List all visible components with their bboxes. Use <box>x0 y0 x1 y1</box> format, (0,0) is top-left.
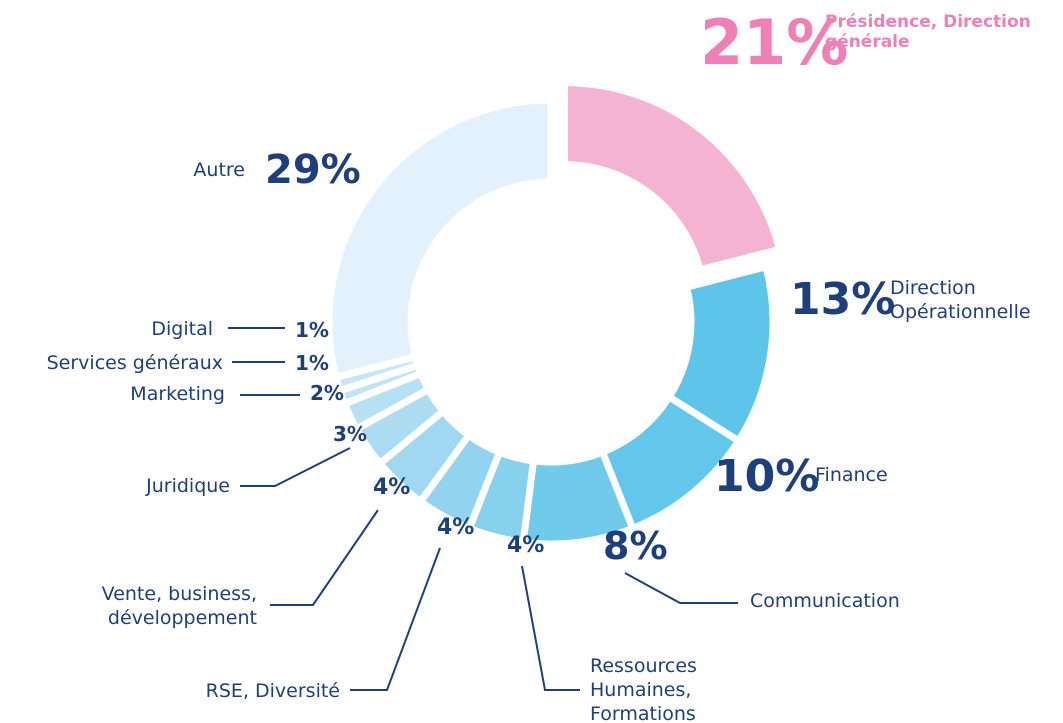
leader-line <box>521 565 580 691</box>
category-label: Finance <box>815 464 888 486</box>
value-label: 8% <box>603 524 668 568</box>
leader-line <box>350 547 441 691</box>
value-label: 3% <box>333 422 367 446</box>
category-label: Ressources Humaines, Formations <box>590 655 697 723</box>
leader-line <box>240 447 351 487</box>
category-label: Marketing <box>130 383 225 405</box>
value-label: 4% <box>373 475 411 500</box>
value-label: 13% <box>790 274 896 325</box>
category-label: Direction Opérationnelle <box>890 277 1031 323</box>
value-label: 21% <box>700 6 849 79</box>
value-label: 29% <box>265 147 361 193</box>
value-label: 2% <box>310 381 344 405</box>
category-label: Présidence, Direction générale <box>825 12 1031 52</box>
value-label: 10% <box>714 451 820 502</box>
slice <box>325 96 555 382</box>
value-label: 4% <box>507 533 545 558</box>
category-label: Digital <box>151 318 213 340</box>
category-label: Services généraux <box>46 352 223 374</box>
value-label: 1% <box>295 351 329 375</box>
category-label: RSE, Diversité <box>205 680 340 702</box>
category-label: Vente, business, développement <box>101 583 257 629</box>
category-label: Autre <box>193 159 245 181</box>
slice <box>560 79 784 275</box>
value-label: 4% <box>437 515 475 540</box>
category-label: Communication <box>750 590 900 612</box>
category-label: Juridique <box>146 475 230 497</box>
leader-line <box>270 509 379 606</box>
leader-line <box>624 572 738 604</box>
value-label: 1% <box>295 318 329 342</box>
